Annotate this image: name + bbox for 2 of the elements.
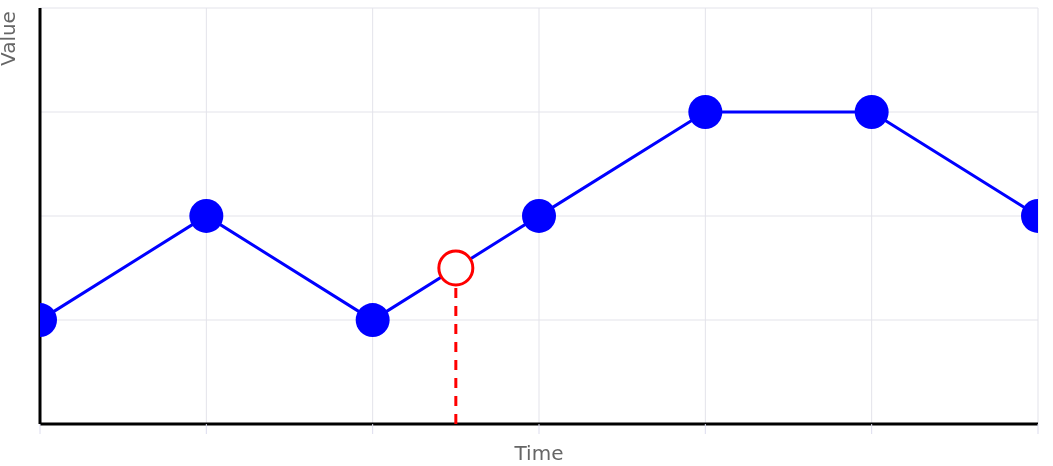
x-axis-title: Time	[513, 441, 564, 465]
y-axis-title: Value	[0, 11, 21, 66]
